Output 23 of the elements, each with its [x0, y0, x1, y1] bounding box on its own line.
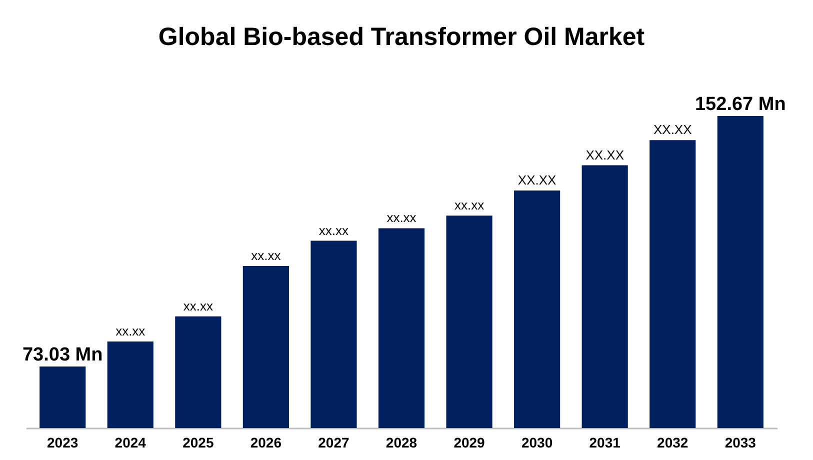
data-label: 73.03 Mn — [22, 344, 103, 366]
x-tick-label: 2025 — [182, 434, 214, 450]
data-label: 152.67 Mn — [694, 94, 786, 115]
data-label: XX.XX — [518, 172, 557, 188]
data-label: xx.xx — [318, 222, 350, 238]
data-label: xx.xx — [251, 248, 282, 263]
chart-title: Global Bio-based Transformer Oil Market — [158, 23, 646, 51]
x-tick-label: 2031 — [589, 434, 621, 450]
x-tick-label: 2029 — [454, 434, 486, 450]
x-tick-label: 2030 — [521, 434, 553, 450]
x-tick-label: 2027 — [318, 434, 350, 450]
data-label: xx.xx — [183, 298, 214, 314]
x-tick-label: 2032 — [657, 434, 688, 450]
x-tick-label: 2033 — [724, 434, 756, 450]
data-label: XX.XX — [653, 122, 692, 138]
x-tick-label: 2024 — [114, 434, 146, 450]
data-label: xx.xx — [386, 210, 417, 226]
data-label: xx.xx — [116, 323, 146, 338]
x-tick-label: 2028 — [386, 434, 418, 450]
data-label: xx.xx — [454, 198, 485, 213]
data-label: XX.XX — [586, 147, 624, 162]
x-tick-label: 2023 — [47, 434, 78, 450]
x-tick-label: 2026 — [250, 434, 282, 450]
